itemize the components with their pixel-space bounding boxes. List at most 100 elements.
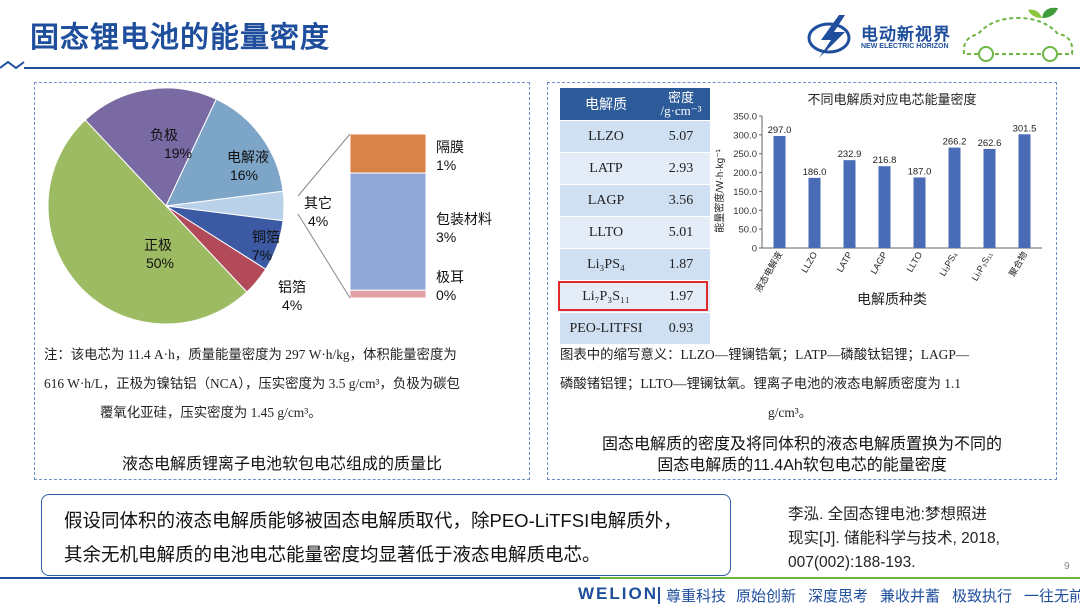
footer-divider-bar bbox=[658, 587, 660, 604]
x-tick-label: 液态电解液 bbox=[752, 250, 784, 294]
breakout-pct-separator: 1% bbox=[436, 157, 456, 173]
pie-slice bbox=[165, 98, 284, 207]
bar-value-label: 297.0 bbox=[768, 125, 792, 136]
right-caption-line1: 固态电解质的密度及将同体积的液态电解质置换为不同的 bbox=[601, 436, 1002, 453]
pie-chart: 负极 19% 电解液 16% 其它 4% 铜箔 7% 铝箔 4% 正极 50% … bbox=[47, 87, 492, 324]
table-cell-density: 1.97 bbox=[652, 280, 710, 313]
breakout-label-separator: 隔膜 bbox=[436, 139, 464, 155]
table-row: LATP 2.93 bbox=[560, 152, 710, 185]
y-tick-label: 0 bbox=[752, 244, 757, 255]
bar-value-label: 301.5 bbox=[1013, 123, 1037, 134]
header-divider bbox=[0, 60, 1080, 70]
table-row: Li₇P₃S₁₁ 1.97 bbox=[560, 280, 710, 313]
table-cell-density: 3.56 bbox=[652, 184, 710, 217]
table-cell-density: 1.87 bbox=[652, 248, 710, 281]
breakout-label-packaging: 包装材料 bbox=[436, 211, 492, 227]
table-row: LLZO 5.07 bbox=[560, 120, 710, 153]
footer-brand: WELION bbox=[578, 584, 658, 603]
left-note-line3: 覆氧化亚硅，压实密度为 1.45 g/cm³。 bbox=[100, 405, 322, 420]
pie-slice bbox=[84, 87, 217, 207]
table-cell-name: LATP bbox=[560, 152, 652, 185]
chart-ylabel: 能量密度/W·h·kg⁻¹ bbox=[713, 149, 726, 233]
lightning-logo-icon bbox=[807, 15, 851, 58]
x-tick-label: LATP bbox=[835, 250, 855, 274]
pie-pct-negative: 19% bbox=[164, 145, 192, 161]
pie-pct-electrolyte: 16% bbox=[230, 167, 258, 183]
callout-line1: 假设同体积的液态电解质能够被固态电解质取代，除PEO-LiTFSI电解质外， bbox=[64, 510, 682, 531]
bar bbox=[983, 148, 996, 248]
left-note-line2: 616 W·h/L，正极为镍钴铝（NCA），压实密度为 3.5 g/cm³，负极… bbox=[44, 376, 460, 391]
bar bbox=[808, 177, 821, 248]
pie-label-aluminum: 铝箔 bbox=[278, 279, 306, 295]
pie-label-positive: 正极 bbox=[144, 237, 172, 253]
bar bbox=[913, 177, 926, 248]
right-note: 图表中的缩写意义：LLZO—锂镧锆氧；LATP—磷酸钛铝锂；LAGP— 磷酸锗铝… bbox=[560, 340, 1050, 427]
table-cell-name: LLTO bbox=[560, 216, 652, 249]
table-cell-density: 2.93 bbox=[652, 152, 710, 185]
y-tick-label: 200.0 bbox=[733, 168, 757, 179]
reference: 李泓. 全固态锂电池:梦想照进 现实[J]. 储能科学与技术, 2018, 00… bbox=[788, 503, 1058, 575]
right-caption: 固态电解质的密度及将同体积的液态电解质置换为不同的 固态电解质的11.4Ah软包… bbox=[547, 434, 1057, 476]
page-number: 9 bbox=[1064, 561, 1070, 572]
conclusion-callout: 假设同体积的液态电解质能够被固态电解质取代，除PEO-LiTFSI电解质外， 其… bbox=[41, 494, 731, 576]
breakout-pct-tab: 0% bbox=[436, 287, 456, 303]
table-cell-name: Li₃PS₄ bbox=[560, 248, 652, 281]
reference-line2: 现实[J]. 储能科学与技术, 2018, bbox=[788, 530, 1000, 547]
table-row: PEO-LITFSI 0.93 bbox=[560, 312, 710, 345]
bar bbox=[878, 166, 891, 248]
bar-chart: 不同电解质对应电芯能量密度 能量密度/W·h·kg⁻¹ 电解质种类 0 50.0 1… bbox=[713, 92, 1042, 307]
peo-highlight-box bbox=[558, 281, 708, 311]
footer-divider bbox=[0, 577, 1080, 579]
bar-value-label: 187.0 bbox=[908, 166, 932, 177]
pie-pct-aluminum: 4% bbox=[282, 297, 302, 313]
left-note: 注：该电芯为 11.4 A·h，质量能量密度为 297 W·h/kg，体积能量密… bbox=[44, 340, 524, 427]
table-cell-density: 5.07 bbox=[652, 120, 710, 153]
footer-slogan-5: 极致执行 bbox=[952, 588, 1013, 605]
pie-label-negative: 负极 bbox=[150, 127, 178, 143]
breakout-segment bbox=[349, 133, 427, 174]
x-tick-label: LAGP bbox=[869, 250, 890, 276]
x-tick-label: LLZO bbox=[799, 250, 819, 274]
logo: 电动新视界 NEW ELECTRIC HORIZON bbox=[805, 12, 955, 60]
bar-value-label: 186.0 bbox=[803, 167, 827, 178]
table-cell-name: PEO-LITFSI bbox=[560, 312, 652, 345]
right-note-line1: 图表中的缩写意义：LLZO—锂镧锆氧；LATP—磷酸钛铝锂；LAGP— bbox=[560, 347, 970, 362]
pie-pct-copper: 7% bbox=[252, 247, 272, 263]
y-tick-label: 350.0 bbox=[733, 112, 757, 123]
table-row: Li₃PS₄ 1.87 bbox=[560, 248, 710, 281]
right-note-line2: 磷酸锗铝锂；LLTO—锂镧钛氧。锂离子电池的液态电解质密度为 1.1 bbox=[560, 376, 961, 391]
footer-slogan-1: 尊重科技 bbox=[666, 588, 727, 605]
table-header-density: 密度 /g·cm⁻³ bbox=[652, 88, 710, 121]
right-note-line3: g/cm³。 bbox=[768, 405, 813, 420]
right-panel bbox=[547, 82, 1057, 480]
pie-pct-other: 4% bbox=[308, 213, 328, 229]
pie-label-other: 其它 bbox=[304, 195, 332, 211]
eco-car-icon bbox=[962, 7, 1074, 62]
bar bbox=[1018, 134, 1031, 248]
left-panel bbox=[34, 82, 530, 480]
x-tick-label: LLTO bbox=[905, 250, 925, 274]
bar bbox=[948, 147, 961, 248]
table-header-electrolyte: 电解质 bbox=[560, 88, 652, 121]
breakout-label-tab: 极耳 bbox=[436, 269, 464, 285]
chart-title: 不同电解质对应电芯能量密度 bbox=[807, 92, 976, 107]
pie-label-electrolyte: 电解液 bbox=[227, 149, 269, 165]
callout-line2: 其余无机电解质的电池电芯能量密度均显著低于液态电解质电芯。 bbox=[64, 544, 601, 565]
x-tick-label: Li₇P₃S₁₁ bbox=[970, 250, 995, 283]
footer-slogan-4: 兼收并蓄 bbox=[880, 588, 941, 605]
density-table: 电解质 密度 /g·cm⁻³ LLZO 5.07 LATP 2.93 LAGP 3.5… bbox=[560, 88, 710, 345]
table-cell-name: LLZO bbox=[560, 120, 652, 153]
logo-cn: 电动新视界 bbox=[861, 25, 951, 44]
bar-value-label: 266.2 bbox=[943, 137, 967, 148]
table-row: LLTO 5.01 bbox=[560, 216, 710, 249]
page-title: 固态锂电池的能量密度 bbox=[30, 22, 331, 54]
breakout-segment bbox=[349, 289, 427, 299]
reference-line3: 007(002):188-193. bbox=[788, 554, 916, 571]
breakout-segment bbox=[349, 172, 427, 291]
table-cell-name: Li₇P₃S₁₁ bbox=[560, 280, 652, 313]
bar-value-label: 232.9 bbox=[838, 149, 862, 160]
logo-en: NEW ELECTRIC HORIZON bbox=[861, 43, 949, 50]
y-tick-label: 300.0 bbox=[733, 130, 757, 141]
right-caption-line2: 固态电解质的11.4Ah软包电芯的能量密度 bbox=[657, 457, 947, 474]
table-cell-density: 5.01 bbox=[652, 216, 710, 249]
